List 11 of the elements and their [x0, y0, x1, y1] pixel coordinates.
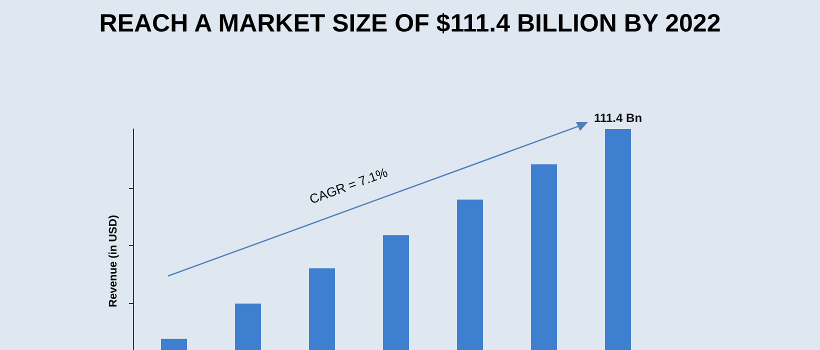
bar	[161, 338, 187, 350]
annotation: CAGR = 7.1%	[307, 164, 390, 207]
bar	[383, 235, 409, 350]
bar	[531, 164, 557, 350]
bar	[235, 304, 261, 350]
chart-title: REACH A MARKET SIZE OF $111.4 BILLION BY 2022	[99, 10, 721, 38]
bar	[309, 268, 335, 350]
bar	[457, 200, 483, 350]
bar	[605, 129, 631, 350]
data-label: 111.4 Bn	[594, 111, 642, 125]
y-axis-title: Revenue (in USD)	[108, 214, 120, 308]
